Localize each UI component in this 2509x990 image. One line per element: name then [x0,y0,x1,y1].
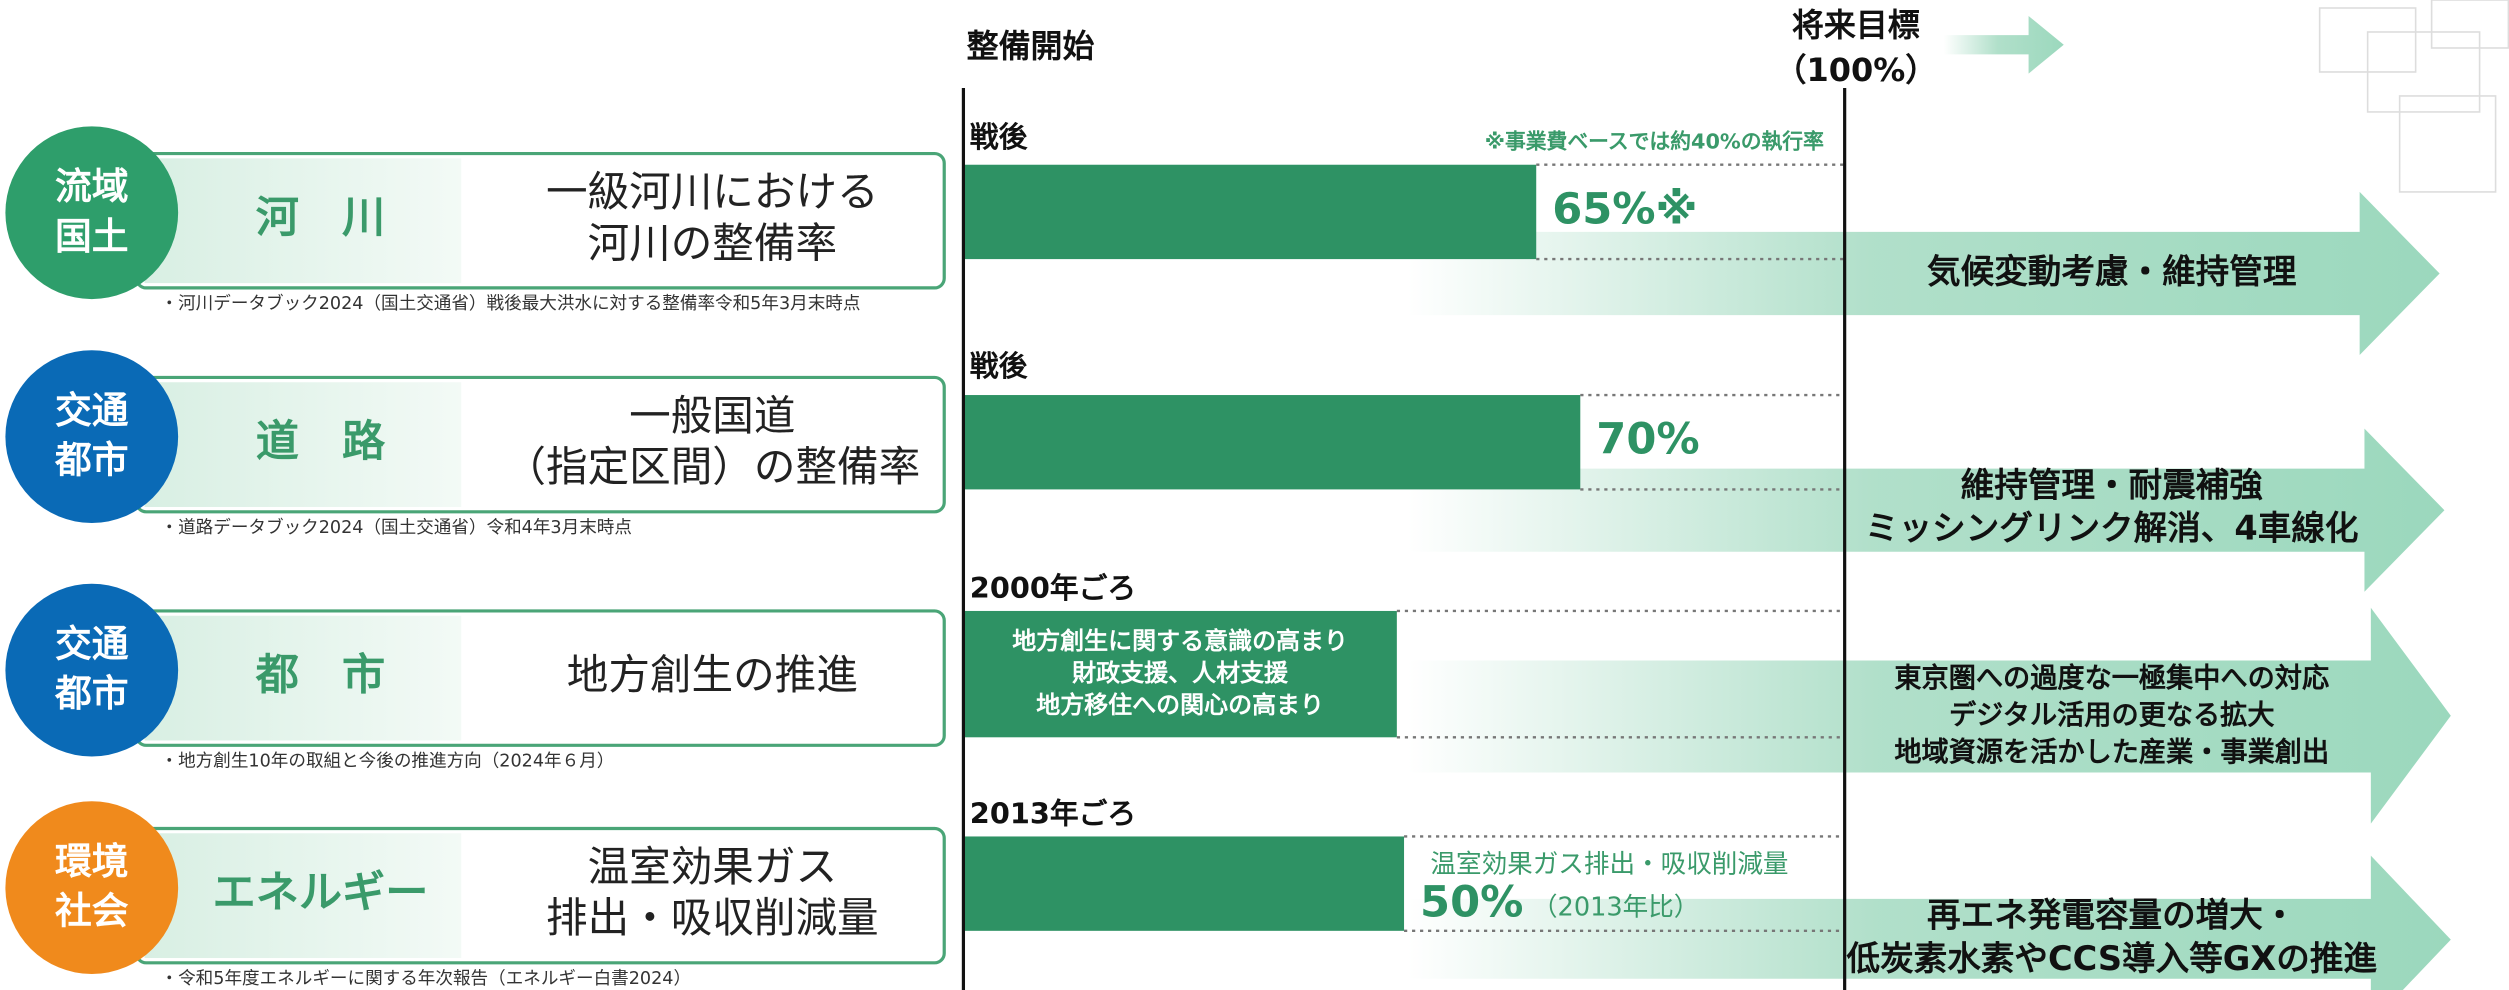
future-text: 地域資源を活かした産業・事業創出 [1894,736,2329,768]
start-label: 2013年ごろ [970,797,1136,831]
badge-text: 流域 [55,165,129,208]
future-text: 維持管理・耐震補強 [1961,466,2264,505]
target-label: （100%） [1775,51,1938,89]
future-arrow [1408,428,2445,592]
badge [5,350,179,523]
future-arrow [1408,855,2451,990]
future-text: 東京圏への過度な一極集中への対応 [1894,662,2329,694]
bar [963,610,1397,738]
future-text: 気候変動考慮・維持管理 [1927,252,2297,291]
future-arrow [1408,607,2451,824]
description: （指定区間）の整備率 [504,442,920,491]
category: エネルギー [213,868,429,918]
badge [5,126,179,300]
future-arrow [1408,191,2440,356]
bar [963,164,1537,260]
category-fill [144,158,462,284]
badge [5,801,179,975]
future-text: 再エネ発電容量の増大・ [1927,896,2296,935]
start-label: 戦後 [970,349,1029,383]
source: ・令和5年度エネルギーに関する年次報告（エネルギー白書2024） [161,969,692,989]
category: 河 川 [256,193,386,243]
description: 排出・吸収削減量 [546,893,879,942]
future-text: ミッシングリンク解消、4車線化 [1865,509,2358,548]
source: ・道路データブック2024（国土交通省）令和4年3月末時点 [161,517,632,538]
badge-text: 都市 [54,439,129,482]
future-text: デジタル活用の更なる拡大 [1949,699,2275,731]
badge-text: 交通 [55,389,129,432]
value-label: 70% [1596,415,1699,465]
category: 道 路 [256,417,386,467]
description: 河川の整備率 [588,218,837,267]
badge-text: 国土 [55,215,129,258]
value-note: （2013年比） [1532,892,1699,922]
category: 都 市 [255,651,386,701]
bar-text: 地方創生に関する意識の高まり [1012,627,1348,655]
bar [963,395,1581,490]
category-fill [144,615,462,741]
description: 一級河川における [546,167,879,216]
badge-text: 環境 [55,840,129,883]
bar-text: 財政支援、人材支援 [1072,659,1289,687]
source: ・地方創生10年の取組と今後の推進方向（2024年６月） [161,751,615,771]
note: 温室効果ガス排出・吸収削減量 [1430,849,1788,879]
start-label: 戦後 [970,120,1029,154]
source: ・河川データブック2024（国土交通省）戦後最大洪水に対する整備率令和5年3月末… [161,293,861,314]
deco [2318,0,2509,193]
description: 温室効果ガス [588,842,837,891]
description: 一般国道 [629,391,795,440]
badge [5,583,179,757]
badge-text: 都市 [54,672,129,715]
target-title: 将来目標 [1792,6,1920,44]
category-fill [144,382,462,507]
value-label: 50% [1420,878,1523,928]
note: ※事業費ベースでは約40%の執行率 [1485,129,1824,153]
description: 地方創生の推進 [567,650,858,699]
future-text: 低炭素水素やCCS導入等GXの推進 [1847,939,2378,978]
header-arrow [1943,15,2064,74]
bar [963,836,1405,931]
start-label: 整備開始 [967,27,1095,65]
start-label: 2000年ごろ [970,571,1136,605]
badge-text: 社会 [55,890,129,933]
bar-text: 地方移住への関心の高まり [1036,691,1324,719]
value-label: 65%※ [1552,184,1697,234]
badge-text: 交通 [55,623,129,666]
category-fill [144,833,462,959]
